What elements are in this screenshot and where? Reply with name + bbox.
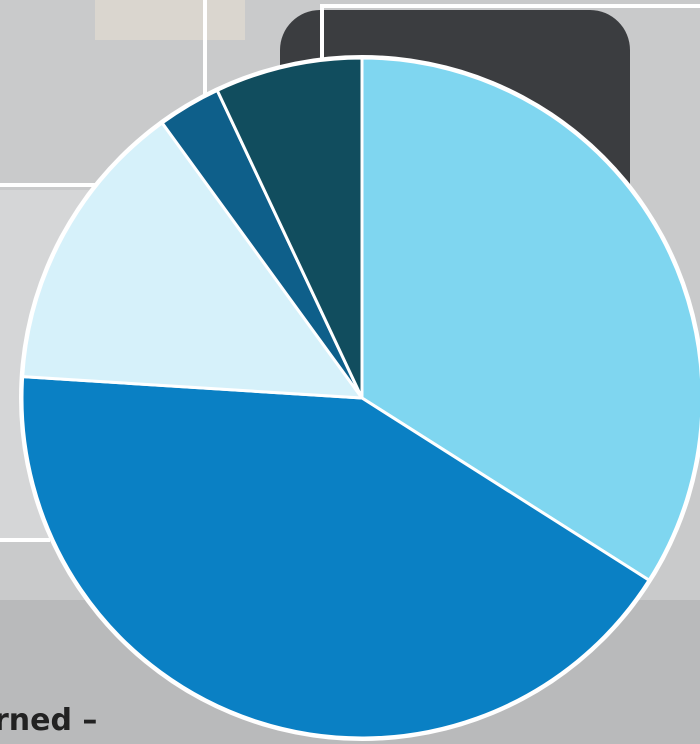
annotation: rned – <box>0 703 97 738</box>
pie-slice <box>21 120 366 400</box>
frame-line <box>320 4 700 60</box>
pie-slice <box>20 375 652 740</box>
pie-slice <box>215 56 364 399</box>
pie <box>19 55 700 741</box>
pie-slice <box>360 56 700 583</box>
desk-surface <box>95 0 245 40</box>
